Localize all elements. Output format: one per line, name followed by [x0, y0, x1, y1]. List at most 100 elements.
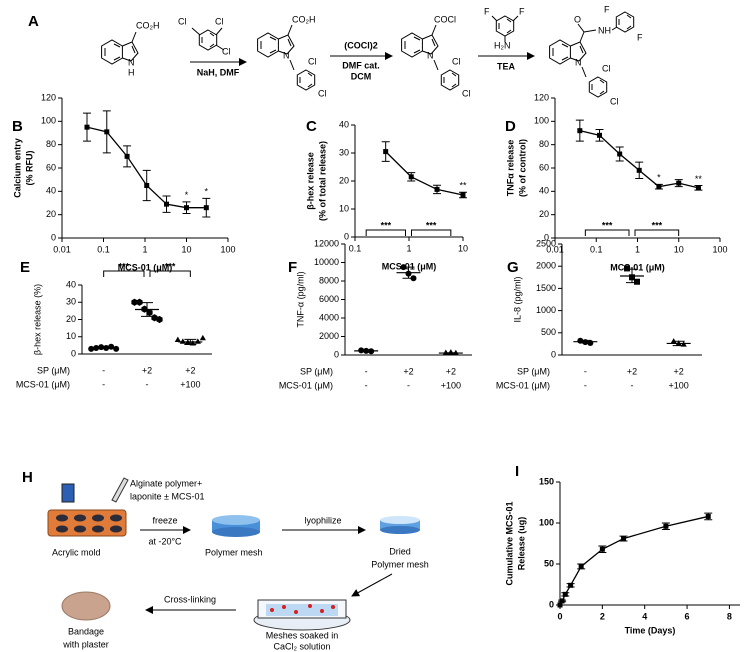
error-cap	[635, 161, 644, 179]
x-tick-label: 4	[642, 611, 647, 621]
point	[695, 185, 701, 191]
point	[621, 536, 627, 542]
error-cap	[407, 172, 416, 182]
y-axis-label: TNF-α (pg/ml)	[295, 271, 305, 327]
significance-bracket	[411, 229, 452, 236]
x-tick-label: 0	[557, 611, 562, 621]
point	[88, 345, 95, 352]
point	[624, 265, 630, 272]
atom: H₂N	[494, 40, 511, 50]
x-tick-label: 0.01	[546, 244, 564, 254]
point	[144, 183, 150, 188]
error-cap	[82, 112, 91, 142]
x-tick-label: 8	[727, 611, 732, 621]
atom: CO₂H	[136, 20, 160, 30]
point	[636, 167, 642, 173]
line	[385, 151, 464, 196]
panel-label: B	[12, 118, 23, 135]
point	[164, 201, 170, 207]
y-tick-label: 100	[41, 116, 56, 126]
group-label: -	[102, 379, 105, 389]
atom: N	[427, 50, 434, 60]
sd-cap	[579, 339, 592, 344]
significance-label: ***	[165, 261, 176, 271]
y-axis-label: (% of total release)	[317, 141, 327, 221]
atom: N	[575, 57, 582, 67]
error-cap	[595, 129, 604, 142]
bandage-icon	[61, 591, 111, 621]
label: with plaster	[62, 639, 109, 649]
atom: F	[604, 4, 610, 14]
mesh-icon	[212, 515, 260, 537]
point	[656, 184, 662, 190]
atom: H	[128, 67, 135, 77]
annotation: *	[205, 187, 209, 197]
row-label: SP (μM)	[300, 366, 333, 376]
reagent: DCM	[351, 71, 372, 81]
point	[559, 598, 565, 604]
x-axis-label: MCS-01 (μM)	[610, 262, 665, 272]
atom: Cl	[308, 56, 317, 66]
atom: N	[283, 50, 290, 60]
point	[203, 205, 209, 211]
point	[104, 129, 110, 135]
error-cap	[182, 201, 191, 214]
atom: F	[637, 32, 643, 42]
x-axis-label: Time (Days)	[625, 625, 676, 635]
y-tick-label: 40	[66, 279, 76, 289]
y-tick-label: 40	[539, 186, 549, 196]
group-label: -	[584, 380, 587, 390]
error-cap	[433, 184, 441, 195]
significance-bracket	[584, 229, 630, 236]
y-tick-label: 0	[551, 349, 556, 359]
group-label: -	[631, 380, 634, 390]
group-label: +2	[674, 366, 684, 376]
label: Polymer mesh	[371, 559, 429, 569]
vial-icon	[61, 483, 75, 503]
y-axis-label: (% RFU)	[24, 151, 34, 186]
error-cap	[598, 545, 607, 554]
point	[146, 309, 153, 317]
significance-label: ***	[426, 220, 437, 230]
sd-cap	[626, 268, 638, 284]
row-label: MCS-01 (μM)	[496, 380, 550, 390]
atom: F	[484, 6, 490, 16]
point	[460, 192, 466, 198]
atom: Cl	[318, 88, 327, 98]
annotation: **	[459, 181, 467, 191]
group-label: -	[365, 366, 368, 376]
y-axis-label: (% of control)	[517, 139, 527, 197]
atom: Cl	[452, 56, 461, 66]
scheme: A CO₂H N H Cl Cl Cl NaH, DMF CO₂H N Cl C…	[28, 4, 643, 106]
dried-mesh-icon	[380, 516, 420, 534]
y-tick-label: 0	[544, 232, 549, 242]
line	[559, 515, 709, 606]
point	[577, 128, 583, 134]
y-tick-label: 60	[539, 162, 549, 172]
x-tick-label: 10	[458, 243, 468, 253]
significance-bracket	[634, 229, 680, 236]
panel-label: A	[28, 13, 39, 30]
sd-cap	[360, 349, 373, 352]
y-tick-label: 120	[41, 92, 56, 102]
group-label: +2	[142, 365, 152, 375]
point	[676, 180, 682, 186]
error-cap	[102, 110, 111, 154]
point	[617, 151, 623, 157]
y-tick-label: 0	[334, 349, 339, 359]
atom: Cl	[610, 96, 619, 106]
sd-cap	[97, 346, 110, 349]
label: Cross-linking	[164, 594, 216, 604]
y-tick-label: 60	[46, 162, 56, 172]
y-tick-label: 1500	[536, 283, 556, 293]
atom: Cl	[602, 63, 611, 73]
significance-label: ***	[652, 220, 663, 230]
panel-label: F	[288, 259, 297, 276]
label: Alginate polymer+	[130, 478, 202, 488]
label: Polymer mesh	[205, 547, 263, 557]
group-label: +100	[669, 380, 689, 390]
reagent: NaH, DMF	[197, 67, 240, 77]
panel-label: C	[306, 118, 317, 135]
point	[383, 149, 389, 155]
y-tick-label: 50	[544, 558, 554, 568]
